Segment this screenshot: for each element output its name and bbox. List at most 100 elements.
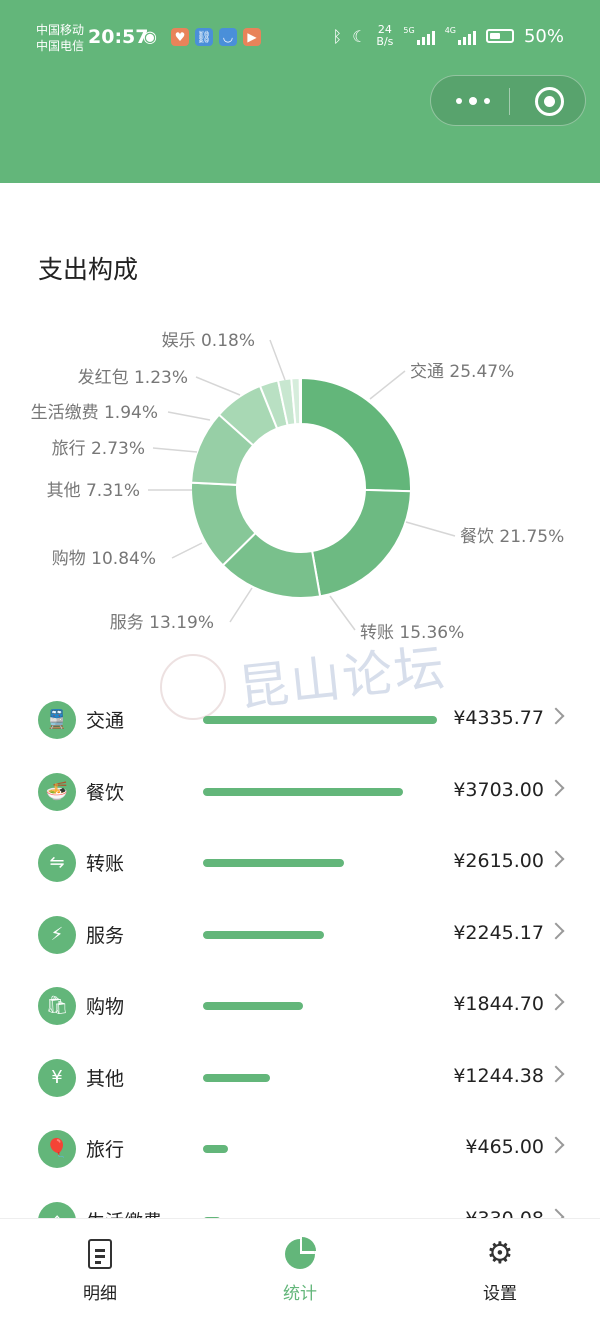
category-row-3[interactable]: ⚡ 服务 ¥2245.17 [0, 898, 600, 970]
category-amount-bar [203, 859, 345, 867]
watermark-seal-icon [160, 654, 226, 720]
net-speed-unit: B/s [376, 35, 394, 48]
chevron-right-icon [547, 1065, 565, 1082]
chevron-right-icon [547, 850, 565, 868]
close-target-icon[interactable] [535, 87, 564, 116]
category-amount-bar [203, 1073, 271, 1082]
category-name: 交通 [86, 710, 125, 732]
label-leader-line-0 [369, 370, 406, 400]
train-icon: 🚆 [38, 701, 76, 739]
home-icon: ⌂ [38, 1201, 76, 1218]
slice-label-7: 生活缴费 1.94% [31, 403, 158, 423]
status-right: ᛒ ☾ 24 B/s 5G 4G 50% [332, 24, 564, 48]
category-name: 服务 [86, 924, 125, 947]
eye-icon: ◉ [143, 27, 157, 46]
carrier-2: 中国电信 [36, 39, 85, 53]
category-amount-bar [203, 930, 325, 939]
net-speed: 24 B/s [376, 24, 393, 48]
label-leader-line-1 [405, 521, 456, 537]
category-amount-bar [203, 1145, 229, 1153]
slice-label-9: 娱乐 0.18% [162, 331, 255, 351]
chevron-right-icon [547, 1136, 565, 1154]
chevron-right-icon [547, 922, 565, 939]
bottom-tab-bar: 明细 统计 ⚙ 设置 [0, 1218, 600, 1327]
category-row-6[interactable]: 🎈 旅行 ¥465.00 [0, 1112, 600, 1184]
carrier-labels: 中国移动 中国电信 [36, 22, 84, 54]
tab-statistics-label: 统计 [283, 1284, 317, 1304]
watermark: 昆山论坛 [160, 632, 450, 722]
net2-label: 4G [444, 26, 456, 35]
category-amount: ¥2245.17 [453, 921, 544, 944]
category-name: 其他 [86, 1067, 125, 1090]
bluetooth-icon: ᛒ [332, 26, 343, 46]
carrier-1: 中国移动 [36, 23, 85, 37]
battery-icon [485, 29, 514, 43]
category-amount-bar [203, 1002, 303, 1010]
category-amount: ¥4335.77 [453, 707, 544, 729]
more-dots-icon[interactable] [453, 89, 501, 113]
transfer-icon: ⇋ [38, 844, 76, 882]
capsule-divider [509, 88, 510, 115]
slice-label-0: 交通 25.47% [410, 362, 514, 382]
signal-4g-icon: 4G [445, 27, 476, 45]
category-amount: ¥2615.00 [453, 850, 544, 872]
chevron-right-icon [547, 993, 565, 1011]
balloon-icon: 🎈 [38, 1130, 76, 1168]
status-time: 20:57 [88, 26, 149, 48]
heart-app-icon: ♥ [171, 28, 189, 46]
tab-detail[interactable]: 明细 [40, 1239, 160, 1304]
slice-label-2: 转账 15.36% [360, 623, 464, 643]
expense-donut-chart: 交通 25.47% 餐饮 21.75% 转账 15.36% 服务 13.19% 购物 1… [31, 331, 565, 643]
label-leader-line-4 [171, 542, 203, 559]
tab-detail-label: 明细 [83, 1284, 117, 1304]
category-amount: ¥3703.00 [453, 778, 544, 801]
slice-label-8: 发红包 1.23% [78, 368, 188, 388]
category-row-7[interactable]: ⌂ 生活缴费 ¥330.08 [0, 1184, 600, 1219]
category-amount-bar [203, 787, 403, 796]
donut-slice-0 [300, 376, 412, 493]
net1-label: 5G [403, 26, 415, 35]
tab-statistics[interactable]: 统计 [240, 1237, 360, 1304]
category-name: 转账 [86, 853, 125, 875]
category-name: 旅行 [86, 1139, 125, 1161]
battery-percent: 50% [523, 25, 564, 47]
slice-label-1: 餐饮 21.75% [460, 527, 564, 547]
category-row-2[interactable]: ⇋ 转账 ¥2615.00 [0, 826, 600, 898]
category-row-5[interactable]: ¥ 其他 ¥1244.38 [0, 1041, 600, 1113]
bowl-icon: 🍜 [38, 772, 76, 811]
page-title: 支出构成 [38, 255, 139, 284]
notification-icons: ◉ ♥ ⛓ ◡ ▶ [143, 28, 261, 46]
category-row-0[interactable]: 🚆 交通 ¥4335.77 [0, 683, 600, 755]
category-name: 购物 [86, 996, 125, 1018]
category-name: 生活缴费 [86, 1207, 162, 1219]
slice-label-6: 旅行 2.73% [52, 439, 145, 459]
label-leader-line-6 [152, 447, 198, 453]
category-row-1[interactable]: 🍜 餐饮 ¥3703.00 [0, 755, 600, 827]
label-leader-line-8 [195, 376, 241, 396]
category-name: 餐饮 [86, 781, 125, 804]
tab-settings[interactable]: ⚙ 设置 [440, 1239, 560, 1305]
label-leader-line-9 [269, 339, 286, 381]
slice-label-3: 服务 13.19% [110, 613, 214, 633]
net-speed-value: 24 [377, 23, 392, 36]
mini-program-capsule [430, 75, 586, 126]
category-list: 🚆 交通 ¥4335.77 🍜 餐饮 ¥3703.00 ⇋ 转账 ¥2615.00 ⚡ 服务 ¥224… [0, 683, 600, 1218]
header-bar: 中国移动 中国电信 20:57 ◉ ♥ ⛓ ◡ ▶ ᛒ ☾ 24 B/s 5G … [0, 0, 600, 183]
category-row-4[interactable]: 🛍 购物 ¥1844.70 [0, 969, 600, 1041]
chevron-right-icon [547, 779, 565, 796]
tab-settings-label: 设置 [483, 1284, 517, 1304]
category-amount: ¥465.00 [465, 1136, 544, 1158]
shopping-bag-icon: 🛍 [38, 987, 76, 1025]
document-icon [88, 1239, 112, 1269]
donut-slice-1 [310, 488, 412, 598]
shop-app-icon: ◡ [219, 28, 237, 46]
chevron-right-icon [547, 1208, 565, 1218]
category-amount-bar [203, 1216, 221, 1218]
link-app-icon: ⛓ [195, 28, 213, 46]
service-icon: ⚡ [38, 915, 76, 954]
slice-label-5: 其他 7.31% [47, 481, 140, 501]
label-leader-line-3 [229, 587, 253, 623]
category-amount: ¥330.08 [465, 1208, 544, 1219]
chevron-right-icon [547, 707, 565, 725]
slice-label-4: 购物 10.84% [52, 549, 156, 569]
